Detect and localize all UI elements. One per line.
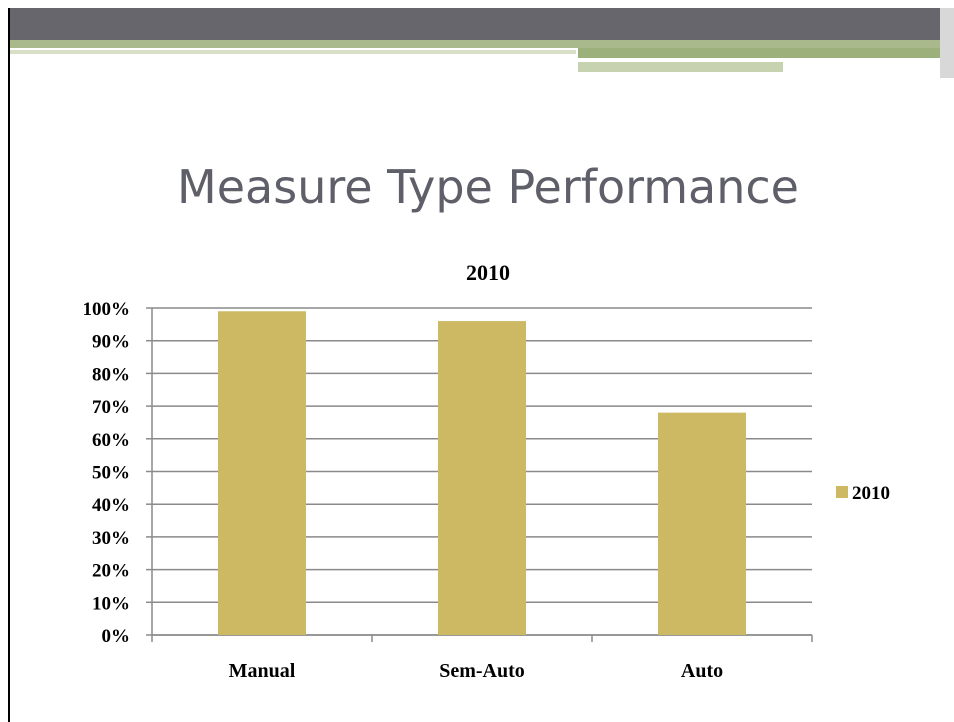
y-tick-label: 60% (92, 430, 130, 451)
x-tick-label: Sem-Auto (439, 660, 525, 682)
chart-title: 2010 (466, 260, 510, 285)
y-tick-label: 40% (92, 495, 130, 516)
y-tick-label: 80% (92, 364, 130, 385)
y-tick-label: 0% (102, 626, 131, 647)
y-tick-label: 50% (92, 463, 130, 484)
legend-swatch (836, 486, 848, 498)
header-stripe (8, 50, 576, 54)
y-tick-label: 100% (83, 299, 131, 320)
bar (218, 311, 306, 635)
y-tick-label: 30% (92, 528, 130, 549)
y-tick-label: 10% (92, 593, 130, 614)
y-tick-label: 20% (92, 561, 130, 582)
header-stripe (578, 62, 783, 72)
x-tick-label: Auto (681, 660, 723, 682)
legend-label: 2010 (852, 483, 890, 504)
y-tick-label: 90% (92, 332, 130, 353)
bar (658, 412, 746, 635)
x-tick-label: Manual (229, 660, 296, 682)
header-band (8, 8, 940, 40)
y-tick-label: 70% (92, 397, 130, 418)
bar (438, 321, 526, 635)
header-stripe (578, 48, 940, 58)
header-edge (940, 8, 954, 78)
slide-title: Measure Type Performance (177, 160, 799, 214)
header-stripe (8, 40, 940, 48)
